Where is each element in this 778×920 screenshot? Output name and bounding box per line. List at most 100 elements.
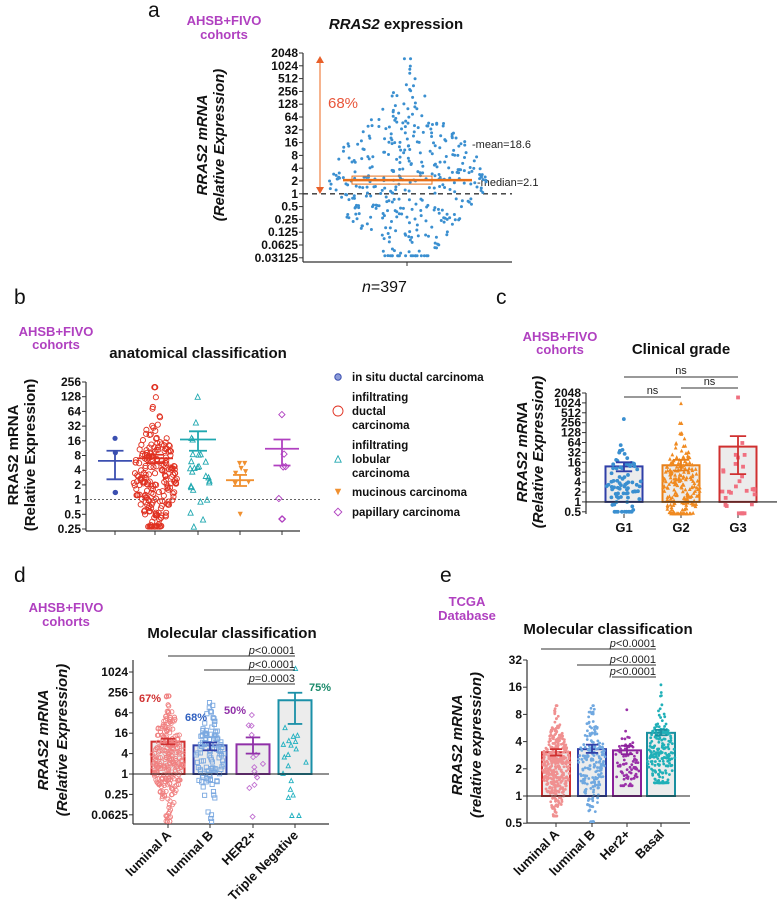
panel-letter-d: d bbox=[14, 564, 26, 587]
data-point bbox=[696, 482, 701, 486]
data-point bbox=[556, 743, 560, 747]
points-infiltrating-lobular-carcinoma bbox=[186, 393, 213, 530]
data-point bbox=[590, 781, 593, 785]
data-point bbox=[484, 180, 488, 184]
data-point bbox=[212, 718, 218, 724]
data-point bbox=[381, 107, 385, 111]
data-point bbox=[166, 802, 172, 808]
data-point bbox=[341, 149, 345, 153]
data-point bbox=[547, 754, 550, 758]
data-point bbox=[416, 170, 420, 174]
data-point bbox=[429, 127, 433, 131]
data-point bbox=[670, 763, 674, 767]
y-tick-label: 1 bbox=[515, 789, 522, 803]
data-point bbox=[593, 745, 597, 749]
data-point bbox=[154, 512, 161, 519]
data-point bbox=[593, 730, 597, 734]
data-point bbox=[547, 743, 551, 747]
data-point bbox=[383, 186, 387, 190]
data-point bbox=[206, 753, 212, 759]
data-point bbox=[380, 233, 384, 237]
data-point bbox=[656, 747, 659, 751]
data-point bbox=[630, 784, 634, 788]
data-point bbox=[617, 744, 621, 748]
data-point bbox=[399, 148, 403, 152]
data-point bbox=[648, 756, 652, 760]
data-point bbox=[415, 228, 419, 232]
data-point bbox=[208, 731, 214, 737]
data-point bbox=[278, 515, 287, 523]
data-point bbox=[561, 742, 565, 746]
data-point bbox=[616, 748, 620, 752]
data-point bbox=[669, 507, 674, 512]
data-point bbox=[638, 479, 643, 484]
data-point bbox=[664, 751, 667, 755]
data-point bbox=[559, 803, 563, 806]
data-point bbox=[555, 776, 559, 780]
data-point bbox=[152, 394, 159, 401]
data-point bbox=[334, 173, 338, 177]
data-point bbox=[202, 472, 210, 479]
data-point bbox=[292, 665, 299, 672]
data-point bbox=[657, 754, 661, 757]
data-point bbox=[407, 198, 411, 202]
data-point bbox=[430, 152, 434, 156]
data-point bbox=[427, 186, 431, 190]
data-point bbox=[164, 693, 170, 699]
data-point bbox=[580, 757, 584, 761]
data-point bbox=[441, 124, 445, 128]
x-tick-label: G1 bbox=[615, 520, 632, 535]
data-point bbox=[169, 709, 175, 715]
data-point bbox=[656, 722, 660, 726]
n-label: n=397 bbox=[362, 279, 407, 296]
data-point bbox=[544, 787, 548, 791]
data-point bbox=[684, 460, 689, 465]
data-point bbox=[632, 776, 636, 780]
data-point bbox=[421, 171, 425, 175]
y-axis-label-line1: RRAS2 mRNA bbox=[35, 690, 52, 791]
y-tick-label: 1 bbox=[121, 767, 128, 781]
data-point bbox=[666, 781, 670, 785]
data-point bbox=[659, 694, 662, 698]
data-point bbox=[393, 104, 397, 108]
data-point bbox=[194, 463, 201, 471]
data-point bbox=[210, 788, 217, 795]
cohort-label-line2: cohorts bbox=[32, 337, 80, 352]
data-point bbox=[472, 166, 476, 170]
data-point bbox=[286, 737, 292, 744]
legend-marker-icon bbox=[333, 507, 343, 517]
data-point bbox=[592, 778, 596, 782]
data-point bbox=[685, 497, 690, 501]
data-point bbox=[651, 729, 655, 733]
data-point bbox=[379, 192, 383, 196]
data-point bbox=[442, 220, 446, 224]
data-point bbox=[410, 240, 414, 244]
data-point bbox=[578, 754, 582, 757]
data-point bbox=[171, 469, 178, 477]
data-point bbox=[187, 457, 195, 465]
data-point bbox=[592, 754, 596, 757]
data-point bbox=[418, 174, 422, 178]
data-point bbox=[621, 762, 625, 766]
data-point bbox=[597, 780, 601, 784]
data-point bbox=[740, 441, 745, 445]
y-axis-label-line1: RRAS2 mRNA bbox=[5, 404, 22, 505]
y-tick-label: 8 bbox=[291, 148, 298, 162]
data-point bbox=[370, 205, 374, 209]
data-point bbox=[169, 774, 175, 780]
legend-label: infiltrating bbox=[352, 440, 408, 452]
data-point bbox=[347, 156, 351, 160]
data-point bbox=[160, 492, 167, 499]
data-point bbox=[398, 155, 402, 159]
data-point bbox=[387, 125, 391, 129]
data-point bbox=[557, 796, 561, 800]
data-point bbox=[622, 777, 626, 781]
data-point bbox=[673, 445, 678, 450]
data-point bbox=[565, 761, 568, 765]
data-point bbox=[441, 183, 445, 187]
data-point bbox=[175, 781, 181, 788]
panel-letter-a: a bbox=[148, 0, 160, 22]
data-point bbox=[558, 723, 562, 727]
data-point bbox=[683, 443, 688, 448]
x-tick-label: G2 bbox=[672, 520, 689, 535]
